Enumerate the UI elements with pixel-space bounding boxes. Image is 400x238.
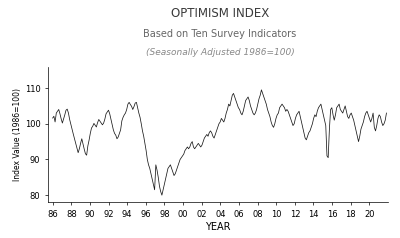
Text: Based on Ten Survey Indicators: Based on Ten Survey Indicators: [143, 29, 297, 39]
Text: (Seasonally Adjusted 1986=100): (Seasonally Adjusted 1986=100): [146, 48, 294, 57]
Text: OPTIMISM INDEX: OPTIMISM INDEX: [171, 7, 269, 20]
X-axis label: YEAR: YEAR: [205, 222, 231, 232]
Y-axis label: Index Value (1986=100): Index Value (1986=100): [13, 88, 22, 181]
